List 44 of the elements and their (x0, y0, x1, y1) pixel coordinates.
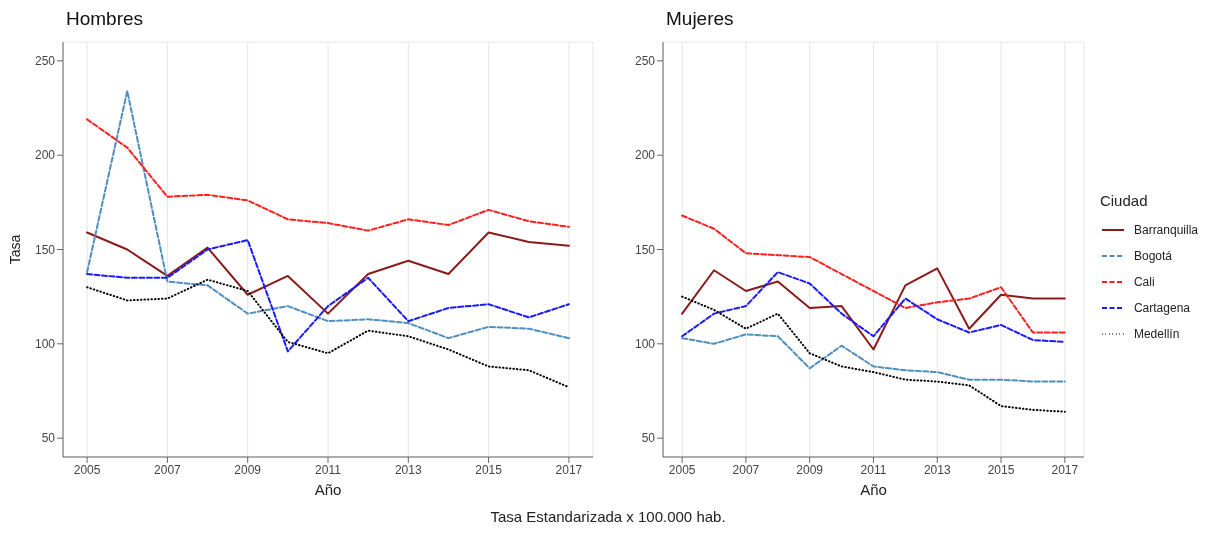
y-tick-label: 250 (34, 54, 56, 69)
x-tick-label: 2007 (154, 462, 182, 477)
x-tick-label: 2015 (987, 462, 1015, 477)
line-series (681, 333, 1066, 383)
line-series (681, 214, 1066, 334)
line-series (86, 118, 570, 232)
x-tick-label: 2015 (475, 462, 503, 477)
legend-label: Bogotá (1133, 248, 1172, 263)
chart-title: Mujeres (666, 8, 735, 31)
y-tick-label: 200 (634, 148, 656, 163)
legend-label: Cali (1133, 274, 1155, 289)
x-tick-label: 2009 (234, 462, 262, 477)
x-tick-label: 2013 (923, 462, 951, 477)
x-tick-label: 2017 (1051, 462, 1079, 477)
line-series (86, 278, 570, 389)
x-tick-label: 2013 (394, 462, 422, 477)
line-series (86, 239, 570, 353)
legend-title: Ciudad (1099, 191, 1149, 209)
legend-label: Cartagena (1133, 300, 1190, 315)
x-axis-title: Año (314, 481, 342, 498)
legend-label: Barranquilla (1133, 222, 1198, 237)
y-tick-label: 50 (641, 431, 656, 446)
y-tick-label: 100 (34, 337, 56, 352)
x-tick-label: 2005 (73, 462, 101, 477)
y-tick-label: 100 (634, 337, 656, 352)
y-tick-label: 200 (34, 148, 56, 163)
x-tick-label: 2017 (555, 462, 583, 477)
y-axis-title: Tasa (6, 234, 23, 265)
text: Tasa Estandarizada x 100.000 hab. (489, 508, 727, 525)
line-series (681, 295, 1066, 413)
line-series (86, 90, 570, 340)
line-series (86, 231, 570, 315)
y-tick-label: 250 (634, 54, 656, 69)
legend-label: Medellín (1133, 326, 1180, 341)
y-tick-label: 50 (41, 431, 56, 446)
x-tick-label: 2011 (860, 462, 887, 477)
x-tick-label: 2005 (668, 462, 696, 477)
x-tick-label: 2007 (732, 462, 760, 477)
x-tick-label: 2011 (315, 462, 342, 477)
y-tick-label: 150 (34, 242, 56, 257)
x-axis-title: Año (860, 481, 887, 498)
y-tick-label: 150 (634, 242, 656, 257)
x-tick-label: 2009 (796, 462, 824, 477)
chart-title: Hombres (66, 8, 145, 31)
